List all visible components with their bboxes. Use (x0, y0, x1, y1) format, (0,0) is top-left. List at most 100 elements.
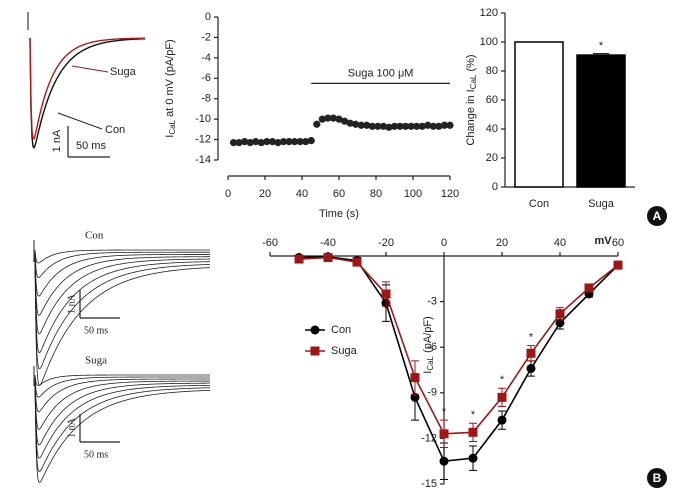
legend-marker (310, 325, 320, 335)
x-tick-label: -40 (320, 237, 336, 249)
x-tick-label: Con (529, 198, 549, 210)
x-tick-label: 20 (496, 237, 508, 249)
bar (514, 41, 564, 188)
scale-label: 50 ms (76, 140, 106, 152)
point (379, 122, 387, 130)
point (613, 260, 623, 270)
point (410, 373, 420, 383)
y-tick-label: -12 (195, 133, 211, 145)
point (526, 363, 536, 373)
point (363, 121, 371, 129)
y-axis-label: ICaL (pA/pF) (422, 316, 435, 373)
y-tick-label: -15 (421, 478, 437, 490)
current-trace (34, 251, 210, 278)
x-tick-label: -60 (262, 237, 278, 249)
y-tick-label: -3 (427, 296, 437, 308)
point (279, 138, 288, 146)
point (329, 114, 338, 122)
y-axis-label: Change in ICaL (%) (465, 54, 478, 145)
point (307, 136, 315, 145)
x-tick-label: 80 (370, 188, 382, 200)
point (468, 453, 478, 463)
point (555, 309, 565, 319)
current-trace (34, 378, 210, 413)
trace-label: Suga (85, 355, 107, 367)
y-axis-label: ICaL at 0 mV (pA/pF) (164, 39, 177, 137)
x-tick-label: 100 (404, 188, 422, 200)
y-tick-label: 0 (205, 11, 211, 23)
point (318, 115, 326, 123)
traces (27, 12, 211, 483)
annotation: Suga 100 μM (348, 67, 414, 79)
point (584, 283, 594, 293)
y-tick-label: 20 (486, 152, 498, 164)
series-line (298, 256, 619, 435)
x-tick-label: 40 (296, 188, 308, 200)
point (291, 138, 299, 146)
current-trace (34, 380, 211, 430)
legend-marker (310, 346, 320, 356)
x-axis-label: Time (s) (319, 208, 359, 220)
point (257, 139, 265, 147)
point (526, 348, 536, 358)
current-trace (34, 376, 211, 398)
label-part: CaL (426, 355, 435, 370)
panel-label: A (653, 209, 662, 223)
trace-label: Con (85, 230, 104, 242)
y-tick-label: 60 (486, 94, 498, 106)
point (294, 254, 304, 264)
trace-label: Suga (110, 66, 137, 78)
point (263, 138, 271, 146)
x-tick-label: 0 (441, 237, 447, 249)
point (235, 139, 243, 147)
significance: * (442, 406, 447, 418)
current-trace (29, 37, 146, 140)
point (352, 120, 360, 128)
point (340, 117, 349, 125)
point (497, 392, 507, 402)
current-trace (34, 374, 210, 386)
point (413, 122, 421, 130)
point (335, 115, 343, 123)
panel-badge (647, 206, 667, 226)
x-axis-label: mV (594, 235, 612, 247)
point (346, 119, 354, 127)
point (241, 138, 249, 146)
scale-label: 50 ms (84, 449, 108, 460)
label-part: CaL (168, 119, 177, 134)
current-trace (34, 388, 211, 483)
y-tick-label: -9 (427, 387, 437, 399)
current-trace (34, 256, 211, 317)
y-tick-label: -4 (201, 52, 211, 64)
current-trace (34, 263, 211, 370)
scale-label: 1 nA (66, 417, 77, 438)
label-part: (pA/pF) (422, 316, 434, 356)
point (313, 120, 321, 128)
x-tick-label: 0 (225, 188, 231, 200)
x-tick-label: -20 (378, 237, 394, 249)
point (274, 139, 282, 147)
pointer (57, 112, 103, 130)
x-tick-label: 40 (554, 237, 566, 249)
y-tick-label: -6 (427, 341, 437, 353)
point (229, 139, 238, 147)
point (302, 138, 310, 146)
trace-label: Con (105, 124, 125, 136)
label-part: at 0 mV (pA/pF) (164, 39, 176, 120)
point (424, 121, 432, 129)
scale-label: 1 nA (51, 129, 63, 152)
pointer (71, 65, 109, 73)
current-trace (34, 254, 211, 297)
point (407, 122, 415, 130)
panel-badge (647, 468, 667, 488)
y-tick-label: 120 (480, 7, 498, 19)
label-part: CaL (469, 74, 478, 89)
x-tick-label: Suga (588, 198, 615, 210)
current-trace (34, 384, 211, 459)
label-part: I (164, 135, 176, 138)
significance: * (599, 40, 604, 52)
bar (576, 54, 626, 188)
legend-label: Suga (331, 345, 358, 357)
current-trace (34, 260, 211, 354)
